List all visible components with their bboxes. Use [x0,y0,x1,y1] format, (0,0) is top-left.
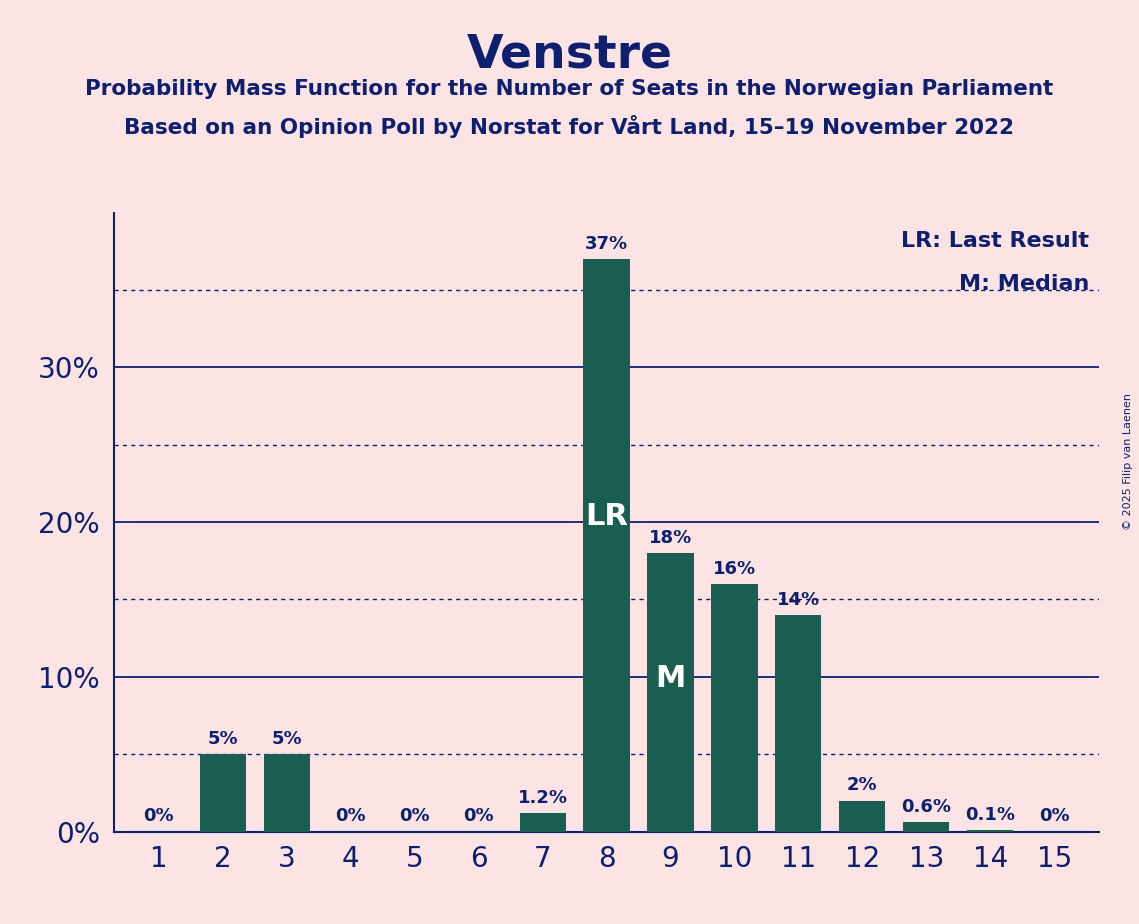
Bar [263,754,310,832]
Text: 0%: 0% [400,808,429,825]
Text: Venstre: Venstre [467,32,672,78]
Text: 5%: 5% [207,730,238,748]
Text: 1.2%: 1.2% [517,789,567,807]
Bar [839,800,885,832]
Text: Probability Mass Function for the Number of Seats in the Norwegian Parliament: Probability Mass Function for the Number… [85,79,1054,99]
Text: 0%: 0% [335,808,366,825]
Text: LR: LR [585,502,628,531]
Text: © 2025 Filip van Laenen: © 2025 Filip van Laenen [1123,394,1132,530]
Bar [583,259,630,832]
Text: M: M [655,663,686,693]
Text: 5%: 5% [271,730,302,748]
Text: 16%: 16% [713,560,756,578]
Text: 2%: 2% [847,776,878,795]
Text: 0%: 0% [144,808,174,825]
Bar [712,584,757,832]
Text: 0%: 0% [464,808,494,825]
Text: 0.6%: 0.6% [901,798,951,816]
Bar [903,822,950,832]
Text: 18%: 18% [649,529,693,547]
Text: LR: Last Result: LR: Last Result [901,231,1089,251]
Text: M: Median: M: Median [959,274,1089,295]
Text: Based on an Opinion Poll by Norstat for Vårt Land, 15–19 November 2022: Based on an Opinion Poll by Norstat for … [124,116,1015,139]
Bar [776,615,821,832]
Text: 14%: 14% [777,590,820,609]
Bar [519,813,566,832]
Text: 37%: 37% [585,235,628,253]
Bar [967,830,1014,832]
Text: 0%: 0% [1039,808,1070,825]
Bar [647,553,694,832]
Bar [199,754,246,832]
Text: 0.1%: 0.1% [966,806,1015,824]
